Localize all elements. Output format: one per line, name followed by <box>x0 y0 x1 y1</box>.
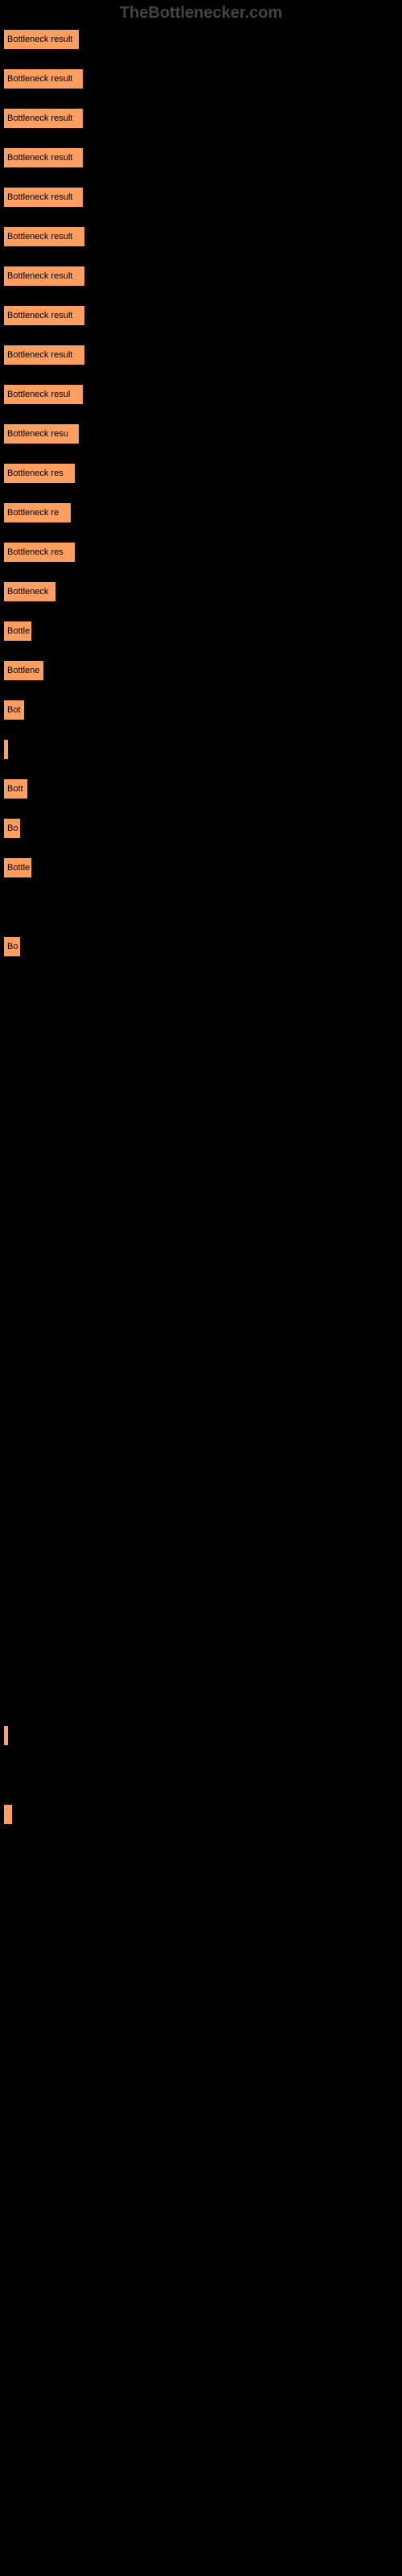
chart-row <box>4 1331 398 1351</box>
bar-text: Bottleneck result <box>7 232 72 242</box>
watermark-text: TheBottlenecker.com <box>120 4 282 22</box>
chart-row <box>4 1805 398 1824</box>
bar-text: Bottle <box>7 863 30 873</box>
chart-row: Bottleneck result <box>4 227 398 246</box>
chart-row <box>4 1213 398 1232</box>
chart-row: Bottleneck <box>4 582 398 601</box>
bar-text: Bott <box>7 784 23 794</box>
bar: Bottleneck re <box>4 503 71 522</box>
chart-row: Bottleneck result <box>4 188 398 207</box>
bar-text: Bottleneck result <box>7 311 72 320</box>
watermark: TheBottlenecker.com <box>0 0 402 27</box>
bar: Bot <box>4 700 24 720</box>
chart-row: Bot <box>4 700 398 720</box>
bar: Bottleneck result <box>4 109 83 128</box>
bar: Bottleneck result <box>4 266 84 286</box>
bar: Bottleneck result <box>4 188 83 207</box>
bar: Bottleneck resu <box>4 424 79 444</box>
bar: Bottleneck result <box>4 227 84 246</box>
chart-row <box>4 1016 398 1035</box>
bar <box>4 740 8 759</box>
chart-row: Bo <box>4 937 398 956</box>
chart-row <box>4 740 398 759</box>
bar: Bottleneck result <box>4 306 84 325</box>
chart-row <box>4 1253 398 1272</box>
chart-row <box>4 1371 398 1390</box>
bar: Bottleneck res <box>4 543 75 562</box>
bar: Bottleneck result <box>4 30 79 49</box>
bar-text: Bottleneck result <box>7 153 72 163</box>
chart-row <box>4 1647 398 1666</box>
bar-text: Bottleneck resul <box>7 390 70 399</box>
chart-row <box>4 1568 398 1587</box>
bar: Bottleneck resul <box>4 385 83 404</box>
chart-row <box>4 1134 398 1154</box>
chart-row <box>4 976 398 996</box>
bar-text: Bottlene <box>7 666 39 675</box>
chart-row: Bottleneck result <box>4 306 398 325</box>
chart-row: Bottleneck result <box>4 69 398 89</box>
chart-row: Bottle <box>4 858 398 877</box>
bar: Bottle <box>4 621 31 641</box>
chart-row: Bo <box>4 819 398 838</box>
bar-text: Bottleneck resu <box>7 429 68 439</box>
bar-text: Bottleneck result <box>7 114 72 123</box>
chart-row: Bottleneck re <box>4 503 398 522</box>
bar-text: Bo <box>7 824 18 833</box>
chart-row <box>4 1765 398 1785</box>
bar: Bo <box>4 819 20 838</box>
chart-row <box>4 1450 398 1469</box>
bar: Bottleneck result <box>4 345 84 365</box>
chart-row: Bottlene <box>4 661 398 680</box>
chart-row <box>4 1529 398 1548</box>
chart-row: Bottle <box>4 621 398 641</box>
chart-row: Bottleneck result <box>4 148 398 167</box>
chart-row: Bottleneck result <box>4 266 398 286</box>
chart-row <box>4 1608 398 1627</box>
chart-row <box>4 898 398 917</box>
bar-chart: Bottleneck result Bottleneck result Bottle… <box>0 30 402 1824</box>
chart-row <box>4 1726 398 1745</box>
chart-row <box>4 1095 398 1114</box>
bar-text: Bottleneck result <box>7 192 72 202</box>
chart-row: Bottleneck result <box>4 30 398 49</box>
chart-row <box>4 1410 398 1430</box>
chart-row: Bottleneck result <box>4 345 398 365</box>
chart-row <box>4 1686 398 1706</box>
bar: Bott <box>4 779 27 799</box>
chart-row: Bottleneck res <box>4 543 398 562</box>
chart-row: Bott <box>4 779 398 799</box>
bar-text: Bottleneck result <box>7 271 72 281</box>
bar: Bottleneck res <box>4 464 75 483</box>
chart-row <box>4 1174 398 1193</box>
bar: Bottleneck result <box>4 69 83 89</box>
bar: Bottlene <box>4 661 43 680</box>
chart-row <box>4 1489 398 1509</box>
bar-text: Bottleneck <box>7 587 48 597</box>
bar-text: Bo <box>7 942 18 952</box>
bar-text: Bottleneck res <box>7 469 64 478</box>
bar: Bottle <box>4 858 31 877</box>
bar-text: Bottleneck res <box>7 547 64 557</box>
bar: Bottleneck result <box>4 148 83 167</box>
bar: Bottleneck <box>4 582 55 601</box>
bar-text: Bottleneck re <box>7 508 59 518</box>
chart-row: Bottleneck res <box>4 464 398 483</box>
bar-text: Bottle <box>7 626 30 636</box>
bar-text: Bottleneck result <box>7 35 72 44</box>
chart-row: Bottleneck resul <box>4 385 398 404</box>
bar <box>4 1726 8 1745</box>
bar-text: Bottleneck result <box>7 350 72 360</box>
bar: Bo <box>4 937 20 956</box>
chart-row <box>4 1055 398 1075</box>
bar <box>4 1805 12 1824</box>
bar-text: Bot <box>7 705 21 715</box>
chart-row <box>4 1292 398 1311</box>
chart-row: Bottleneck resu <box>4 424 398 444</box>
chart-row: Bottleneck result <box>4 109 398 128</box>
bar-text: Bottleneck result <box>7 74 72 84</box>
